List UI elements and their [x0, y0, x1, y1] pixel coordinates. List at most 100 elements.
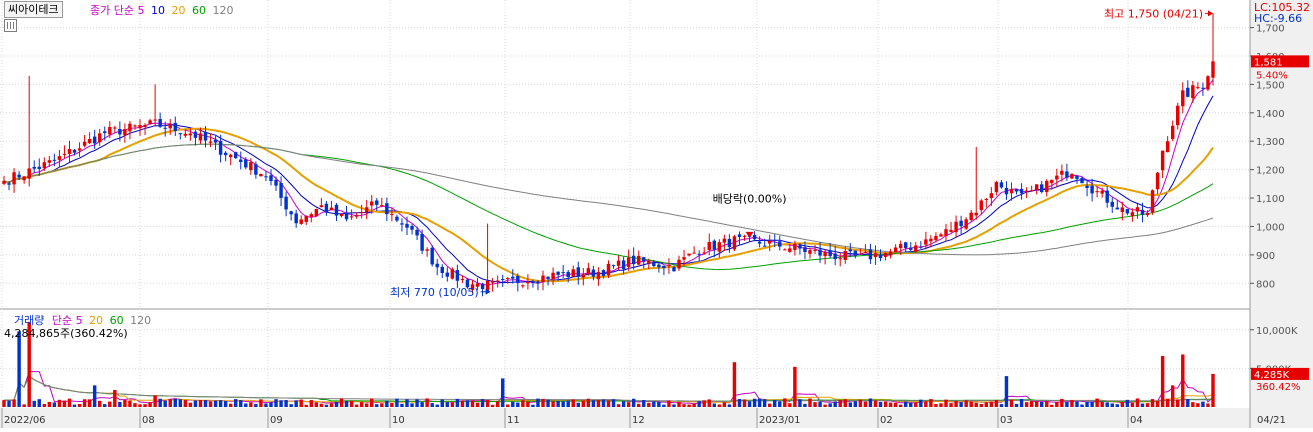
volume-bar [47, 401, 52, 407]
candle-body [1135, 207, 1140, 212]
volume-bar [254, 403, 258, 407]
candle-body [118, 129, 122, 135]
volume-bar [1170, 385, 1175, 407]
volume-bar [425, 398, 429, 407]
volume-bar [929, 399, 933, 407]
candle-body [1211, 61, 1215, 78]
volume-badge-change: 360.42% [1256, 382, 1301, 393]
candle-body [450, 269, 455, 279]
candle-body [259, 173, 263, 177]
candle-body [27, 168, 31, 179]
volume-bar [415, 399, 419, 407]
volume-bar [601, 399, 606, 407]
candle-body [526, 281, 530, 284]
volume-bar [1201, 401, 1205, 407]
volume-bar [475, 402, 480, 407]
candle-body [878, 255, 883, 259]
candle-body [37, 166, 41, 170]
volume-bar [848, 402, 853, 407]
candle-body [924, 239, 928, 245]
candle-body [480, 283, 485, 290]
volume-bar [1211, 373, 1215, 407]
candle-body [279, 182, 283, 198]
volume-bar [566, 400, 570, 407]
candle-body [939, 234, 943, 237]
grid-toggle-icon[interactable] [4, 19, 17, 32]
candle-body [1160, 150, 1165, 171]
price-badge-value: 1,581 [1254, 57, 1283, 68]
candle-body [97, 133, 102, 143]
volume-badge [1251, 367, 1309, 380]
volume-bar [959, 402, 963, 407]
candle-body [223, 152, 228, 156]
volume-bar [1135, 398, 1140, 407]
candle-body [1085, 185, 1089, 188]
price-badge [1251, 55, 1309, 68]
volume-bar [203, 400, 208, 407]
candle-body [712, 240, 717, 250]
candle-body [959, 220, 963, 227]
volume-bar [500, 378, 505, 407]
volume-bar [208, 401, 213, 407]
volume-bar [1140, 403, 1145, 407]
candle-body [606, 263, 611, 276]
volume-bar [138, 404, 142, 407]
candle-body [47, 160, 52, 163]
volume-bar [853, 401, 858, 407]
volume-bar [153, 395, 157, 407]
candle-body [395, 216, 399, 221]
date-axis-panel [0, 408, 1313, 428]
volume-bar [964, 400, 968, 407]
candle-body [435, 263, 439, 268]
volume-bar [364, 403, 369, 407]
date-tick-label: 2022/06 [4, 415, 46, 426]
volume-tick-label: 10,000K [1256, 326, 1298, 337]
volume-bar [1181, 354, 1185, 407]
candle-body [898, 244, 903, 249]
volume-bar [1009, 399, 1014, 407]
volume-bar [12, 399, 16, 407]
candle-body [682, 257, 686, 260]
volume-bar [788, 403, 792, 407]
volume-bar [1014, 403, 1019, 407]
volume-bar [390, 403, 394, 407]
volume-bar [239, 400, 243, 407]
price-badge-change: 5.40% [1256, 70, 1288, 81]
volume-badge-value: 4,285K [1254, 370, 1290, 381]
candle-body [1105, 190, 1109, 203]
candle-body [1186, 87, 1190, 97]
volume-bar [1100, 402, 1104, 407]
volume-bar [752, 398, 757, 407]
volume-bar [395, 398, 399, 407]
volume-bar [858, 399, 863, 407]
candle-body [103, 131, 107, 134]
candle-body [757, 241, 762, 244]
candle-body [1029, 190, 1034, 192]
volume-bar [989, 401, 994, 407]
volume-bar [1045, 401, 1049, 407]
candle-body [57, 156, 62, 160]
volume-bar [118, 401, 122, 407]
candle-body [974, 212, 978, 216]
volume-bar [62, 400, 67, 407]
volume-bar [17, 331, 21, 407]
volume-bar [677, 401, 681, 407]
volume-bar [420, 402, 424, 407]
candle-body [465, 279, 470, 288]
candle-body [1024, 190, 1029, 192]
candle-body [1191, 85, 1195, 99]
candle-body [717, 242, 722, 252]
candle-body [581, 274, 586, 278]
volume-bar [385, 400, 389, 407]
candle-body [591, 269, 596, 277]
stock-name-box[interactable]: 씨아이테크 [4, 1, 63, 18]
candle-body [823, 252, 827, 257]
volume-bar [223, 401, 228, 407]
volume-bar [1110, 403, 1114, 407]
volume-bar [506, 404, 510, 407]
candle-body [294, 213, 298, 224]
volume-bar [919, 399, 923, 407]
date-tick-label: 2023/01 [759, 415, 801, 426]
candle-body [12, 172, 16, 185]
